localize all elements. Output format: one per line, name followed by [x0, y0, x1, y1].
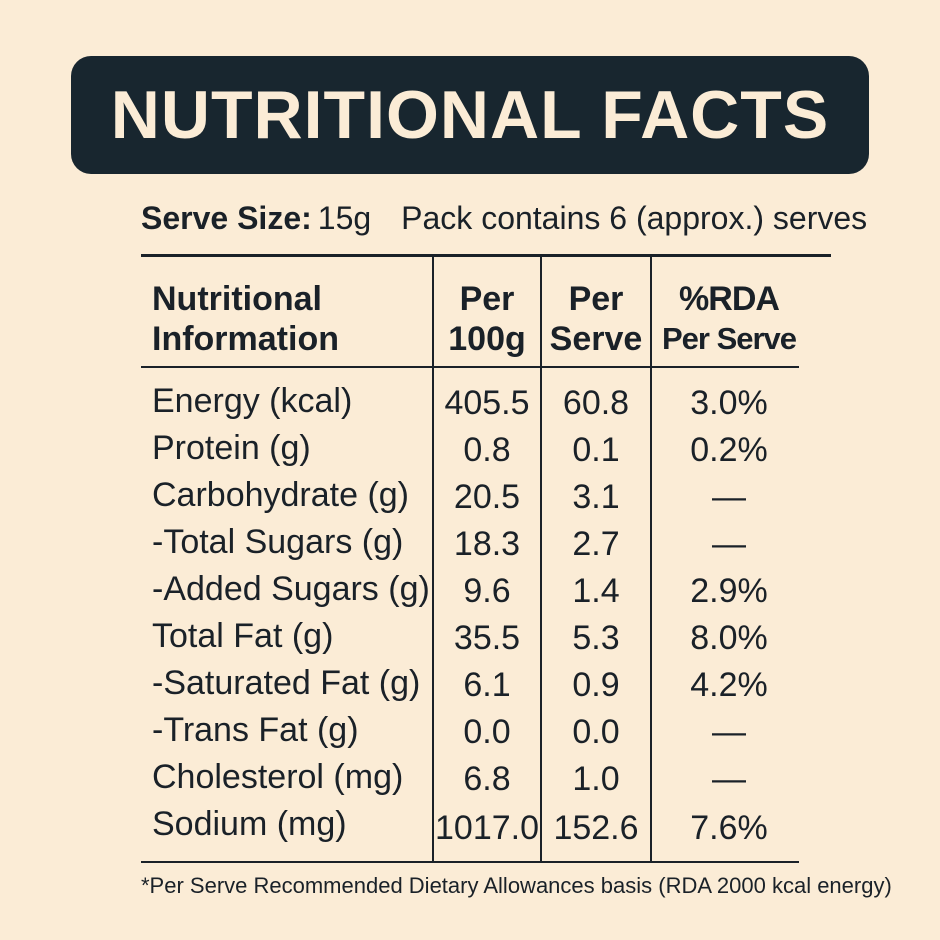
- row-rda: 8.0%: [690, 619, 768, 657]
- row-per100: 35.5: [453, 619, 521, 657]
- column-divider-2: [540, 256, 542, 862]
- row-rda: —: [712, 760, 746, 798]
- row-perserve: 1.4: [572, 572, 620, 610]
- row-name: -Total Sugars (g): [152, 523, 404, 561]
- row-perserve: 1.0: [572, 760, 620, 798]
- table-top-rule: [141, 254, 831, 257]
- row-name: Carbohydrate (g): [152, 476, 410, 514]
- row-perserve: 2.7: [572, 525, 620, 563]
- column-divider-1: [432, 256, 434, 862]
- row-rda: 4.2%: [690, 666, 768, 704]
- pack-contains-text: Pack contains 6 (approx.) serves: [401, 200, 868, 236]
- row-perserve: 60.8: [562, 384, 630, 422]
- row-rda: —: [712, 713, 746, 751]
- row-per100: 9.6: [463, 572, 511, 610]
- row-perserve: 0.0: [572, 713, 620, 751]
- header-rda-line1: %RDA: [679, 280, 780, 318]
- serve-size-value: 15g: [317, 200, 372, 236]
- row-perserve: 0.9: [572, 666, 620, 704]
- header-nutrient-line1: Nutritional: [152, 280, 322, 318]
- serve-size-label: Serve Size:: [141, 200, 312, 236]
- row-per100: 1017.0: [435, 809, 539, 847]
- row-name: -Saturated Fat (g): [152, 664, 421, 702]
- header-perserve-line2: Serve: [549, 320, 643, 358]
- table-header-rule: [141, 366, 799, 368]
- row-per100: 6.1: [463, 666, 511, 704]
- row-rda: 2.9%: [690, 572, 768, 610]
- row-name: Protein (g): [152, 429, 311, 467]
- row-perserve: 152.6: [553, 809, 639, 847]
- row-name: Cholesterol (mg): [152, 758, 404, 796]
- row-per100: 405.5: [444, 384, 530, 422]
- row-rda: 0.2%: [690, 431, 768, 469]
- column-divider-3: [650, 256, 652, 862]
- title-banner: NUTRITIONAL FACTS: [71, 56, 869, 174]
- row-perserve: 5.3: [572, 619, 620, 657]
- row-perserve: 3.1: [572, 478, 620, 516]
- row-per100: 18.3: [453, 525, 521, 563]
- row-rda: 7.6%: [690, 809, 768, 847]
- page-title: NUTRITIONAL FACTS: [110, 77, 830, 153]
- row-rda: —: [712, 525, 746, 563]
- row-name: Sodium (mg): [152, 805, 347, 843]
- header-per100-line2: 100g: [448, 320, 526, 358]
- serve-info: Serve Size: 15g Pack contains 6 (approx.) …: [141, 200, 867, 237]
- row-rda: —: [712, 478, 746, 516]
- row-per100: 6.8: [463, 760, 511, 798]
- row-per100: 0.0: [463, 713, 511, 751]
- rda-footnote: *Per Serve Recommended Dietary Allowance…: [141, 873, 892, 898]
- row-name: -Trans Fat (g): [152, 711, 359, 749]
- row-per100: 0.8: [463, 431, 511, 469]
- header-per100-line1: Per: [459, 280, 515, 318]
- header-nutrient-line2: Information: [152, 320, 339, 358]
- row-name: -Added Sugars (g): [152, 570, 430, 608]
- row-rda: 3.0%: [690, 384, 768, 422]
- header-rda: %RDA Per Serve: [652, 279, 806, 359]
- row-name: Total Fat (g): [152, 617, 334, 655]
- row-per100: 20.5: [453, 478, 521, 516]
- header-per-serve: Per Serve: [542, 279, 650, 359]
- row-name: Energy (kcal): [152, 382, 353, 420]
- row-perserve: 0.1: [572, 431, 620, 469]
- table-bottom-rule: [141, 861, 799, 863]
- header-nutrient: Nutritional Information: [152, 279, 339, 359]
- header-per-100g: Per 100g: [434, 279, 540, 359]
- header-rda-line2: Per Serve: [661, 321, 797, 356]
- header-perserve-line1: Per: [568, 280, 624, 318]
